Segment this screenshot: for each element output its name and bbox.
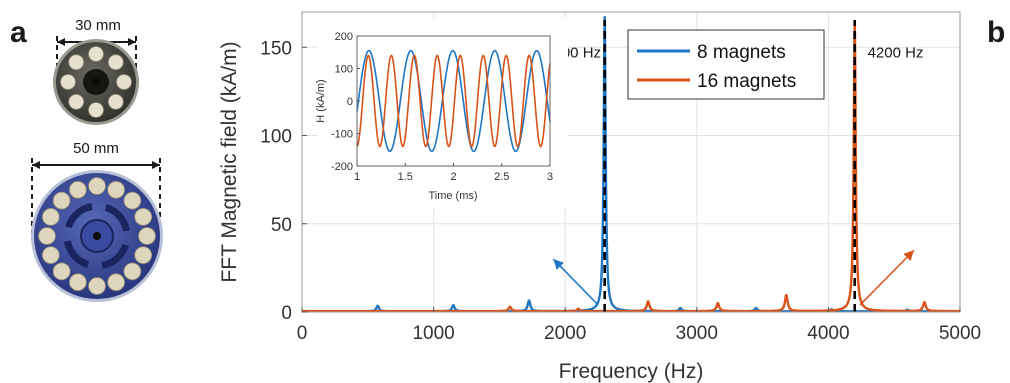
spectral-peak — [376, 305, 378, 307]
magnet — [108, 181, 125, 198]
inset-x-tick-label: 1 — [354, 171, 360, 183]
inset-x-tick-label: 3 — [547, 171, 553, 183]
magnet — [39, 228, 56, 245]
inset-x-axis-label: Time (ms) — [428, 190, 477, 202]
magnet — [108, 55, 123, 70]
panel-letter-a: a — [10, 16, 27, 49]
magnet — [89, 103, 104, 118]
x-tick-label: 5000 — [939, 323, 981, 344]
spectral-peak — [923, 301, 925, 303]
inset-x-tick-label: 2 — [450, 171, 456, 183]
y-axis-label: FFT Magnetic field (kA/m) — [218, 41, 241, 282]
inset-y-tick-label: 100 — [335, 64, 353, 76]
magnet — [124, 192, 141, 209]
magnet — [89, 278, 106, 295]
magnet — [69, 274, 86, 291]
spectral-peak — [509, 306, 511, 308]
inset-y-tick-label: 200 — [335, 31, 353, 43]
x-tick-label: 2000 — [544, 323, 586, 344]
rotor-axle-hole — [92, 78, 100, 86]
large-rotor-photo — [31, 170, 163, 302]
spectral-peak — [603, 16, 605, 18]
magnet — [53, 263, 70, 280]
spectral-peak — [755, 307, 757, 309]
large-rotor-dimension-label: 50 mm — [73, 140, 119, 157]
x-tick-label: 3000 — [676, 323, 718, 344]
time-domain-inset: 1 1.5 2 2.5 3 -200 -100 0 100 200 Time (ms) H (kA… — [315, 18, 568, 208]
magnet — [124, 263, 141, 280]
magnet — [135, 208, 152, 225]
panel-letter-b: b — [987, 16, 1005, 49]
spectral-peak — [785, 294, 787, 296]
magnet — [108, 274, 125, 291]
y-tick-label: 150 — [260, 38, 292, 59]
x-tick-label: 1000 — [412, 323, 454, 344]
y-tick-label: 100 — [260, 127, 292, 148]
small-rotor-photo — [53, 39, 139, 125]
small-rotor-dimension-label: 30 mm — [75, 17, 121, 34]
arrow-left-icon — [32, 161, 40, 169]
inset-y-tick-label: -200 — [331, 161, 353, 173]
legend: 8 magnets 16 magnets — [628, 30, 824, 99]
spectral-peak — [647, 300, 649, 302]
magnet — [117, 75, 132, 90]
y-tick-label: 50 — [271, 215, 292, 236]
spectral-peak — [679, 307, 681, 309]
magnet — [69, 181, 86, 198]
inset-y-tick-label: 0 — [347, 96, 353, 108]
magnet — [139, 228, 156, 245]
magnet — [69, 55, 84, 70]
inset-y-tick-label: -100 — [331, 129, 353, 141]
magnet — [42, 208, 59, 225]
magnet — [61, 75, 76, 90]
spectral-peak — [577, 308, 579, 310]
magnet — [53, 192, 70, 209]
arrow-right-icon — [128, 38, 136, 46]
legend-label-8-magnets: 8 magnets — [697, 42, 786, 63]
x-tick-label: 0 — [297, 323, 308, 344]
spectral-peak — [717, 302, 719, 304]
y-tick-label: 0 — [281, 303, 292, 324]
arrow-right-icon — [152, 161, 160, 169]
inset-x-tick-label: 1.5 — [398, 171, 413, 183]
annotation-arrow — [860, 250, 914, 305]
magnet — [42, 247, 59, 264]
rotor-axle-hole — [93, 232, 101, 240]
magnet — [135, 247, 152, 264]
inset-y-axis-label: H (kA/m) — [315, 79, 327, 122]
panel-a: a 30 mm 50 mm — [10, 16, 163, 302]
spectral-peak — [452, 304, 454, 306]
x-tick-label: 4000 — [807, 323, 849, 344]
arrow-left-icon — [57, 38, 65, 46]
magnet — [89, 47, 104, 62]
spectral-peak — [528, 299, 530, 301]
peak-annotation-label: 4200 Hz — [868, 45, 924, 62]
magnet — [69, 94, 84, 109]
legend-label-16-magnets: 16 magnets — [697, 71, 796, 92]
panel-b: b 2300 Hz 4200 Hz 0 1000 2000 3000 4000 500005… — [218, 12, 1005, 383]
magnet — [108, 94, 123, 109]
inset-x-tick-label: 2.5 — [494, 171, 509, 183]
x-axis-label: Frequency (Hz) — [559, 360, 704, 383]
magnet — [89, 178, 106, 195]
